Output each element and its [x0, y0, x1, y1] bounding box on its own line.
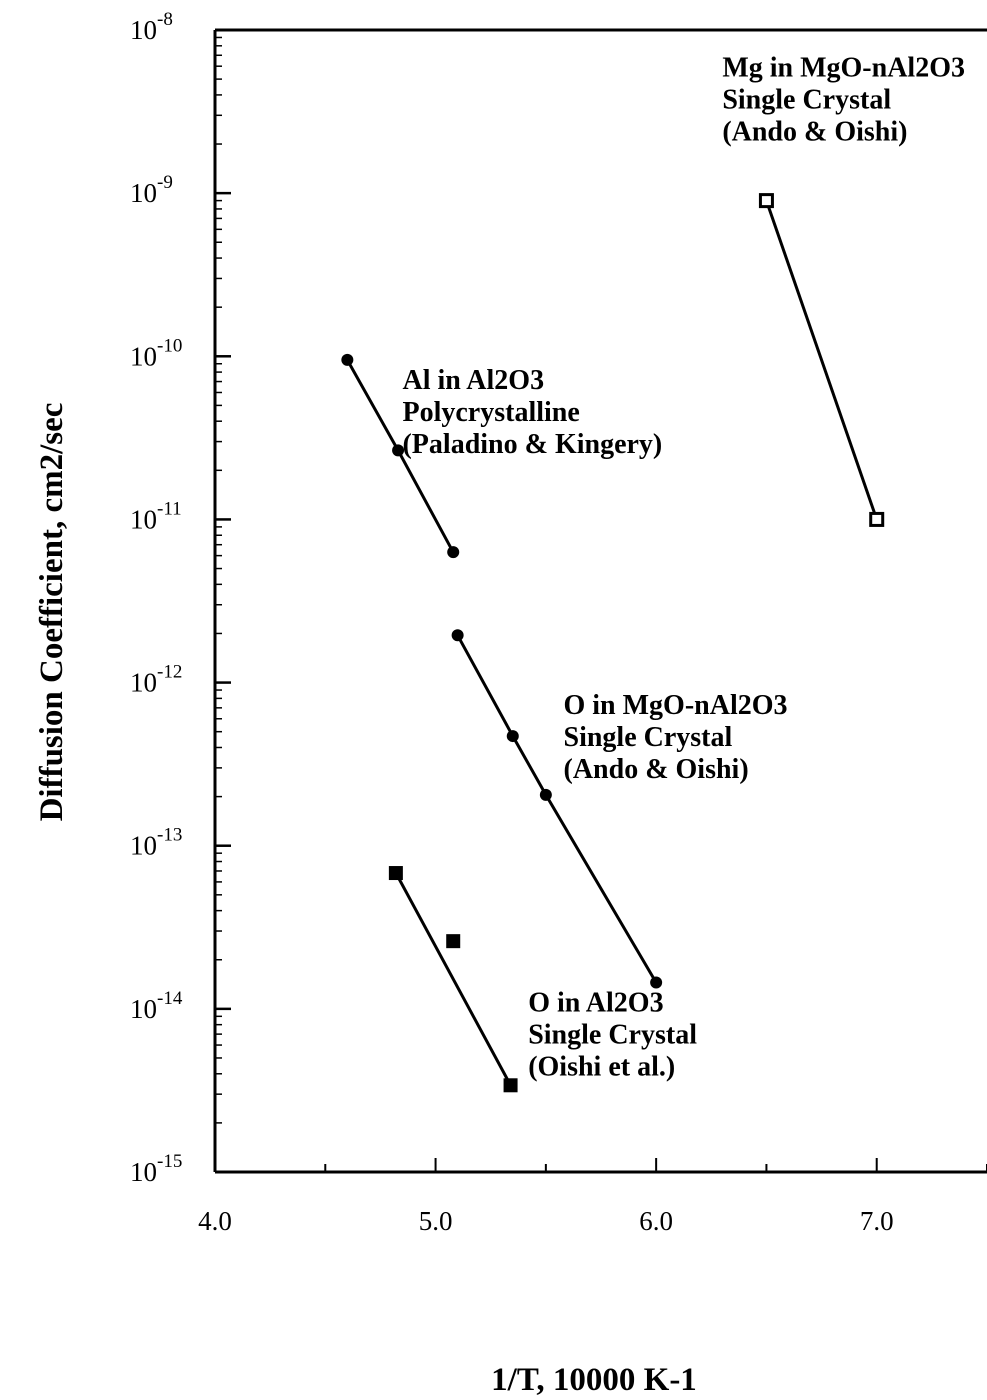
y-axis-title: Diffusion Coefficient, cm2/sec [34, 403, 70, 822]
x-axis-title: 1/T, 10000 K-1 [491, 1362, 697, 1398]
y-tick-label: 10-12 [130, 662, 182, 698]
x-tick-label: 6.0 [639, 1206, 673, 1236]
data-point [447, 546, 460, 559]
y-tick-label: 10-15 [130, 1151, 182, 1187]
y-tick-label: 10-10 [130, 335, 182, 371]
series-line [456, 634, 658, 984]
series-annotation: (Ando & Oishi) [722, 116, 907, 147]
data-point [341, 353, 354, 366]
series-annotation: O in Al2O3 [528, 988, 663, 1019]
y-tick-label: 10-8 [130, 9, 173, 45]
series-line [764, 200, 879, 520]
series-annotation: Single Crystal [528, 1020, 697, 1051]
x-tick-label: 4.0 [198, 1206, 232, 1236]
y-tick-label: 10-9 [130, 172, 173, 208]
data-point [446, 934, 461, 949]
x-tick-label: 7.0 [860, 1206, 894, 1236]
data-point [650, 976, 663, 989]
y-tick-label: 10-13 [130, 825, 182, 861]
y-axis-title-text: Diffusion Coefficient, cm2/sec [34, 403, 70, 822]
plot-area: 10-8 10-9 10-10 10-11 10-12 10-13 10-14 10-15 4.… [130, 9, 987, 1236]
series-annotation: (Ando & Oishi) [564, 754, 749, 785]
series-annotation: O in MgO-nAl2O3 [564, 690, 788, 721]
series-line [394, 872, 512, 1087]
series-annotation: Al in Al2O3 [402, 365, 544, 396]
series-annotation: (Oishi et al.) [528, 1052, 675, 1083]
series-annotation: Mg in MgO-nAl2O3 [722, 52, 965, 83]
series-annotation: Single Crystal [722, 84, 891, 115]
data-point [869, 511, 885, 527]
data-point [388, 866, 403, 881]
x-tick-label: 5.0 [419, 1206, 453, 1236]
data-point [451, 629, 464, 642]
y-tick-label: 10-11 [130, 498, 182, 534]
series-annotation: (Paladino & Kingery) [402, 429, 662, 460]
data-point [506, 730, 519, 743]
data-point [758, 193, 774, 209]
series-annotation: Polycrystalline [402, 397, 579, 428]
data-point [392, 444, 405, 457]
y-tick-label: 10-14 [130, 988, 183, 1024]
data-point [503, 1078, 518, 1093]
series-annotation: Single Crystal [564, 722, 733, 753]
data-point [539, 788, 552, 801]
